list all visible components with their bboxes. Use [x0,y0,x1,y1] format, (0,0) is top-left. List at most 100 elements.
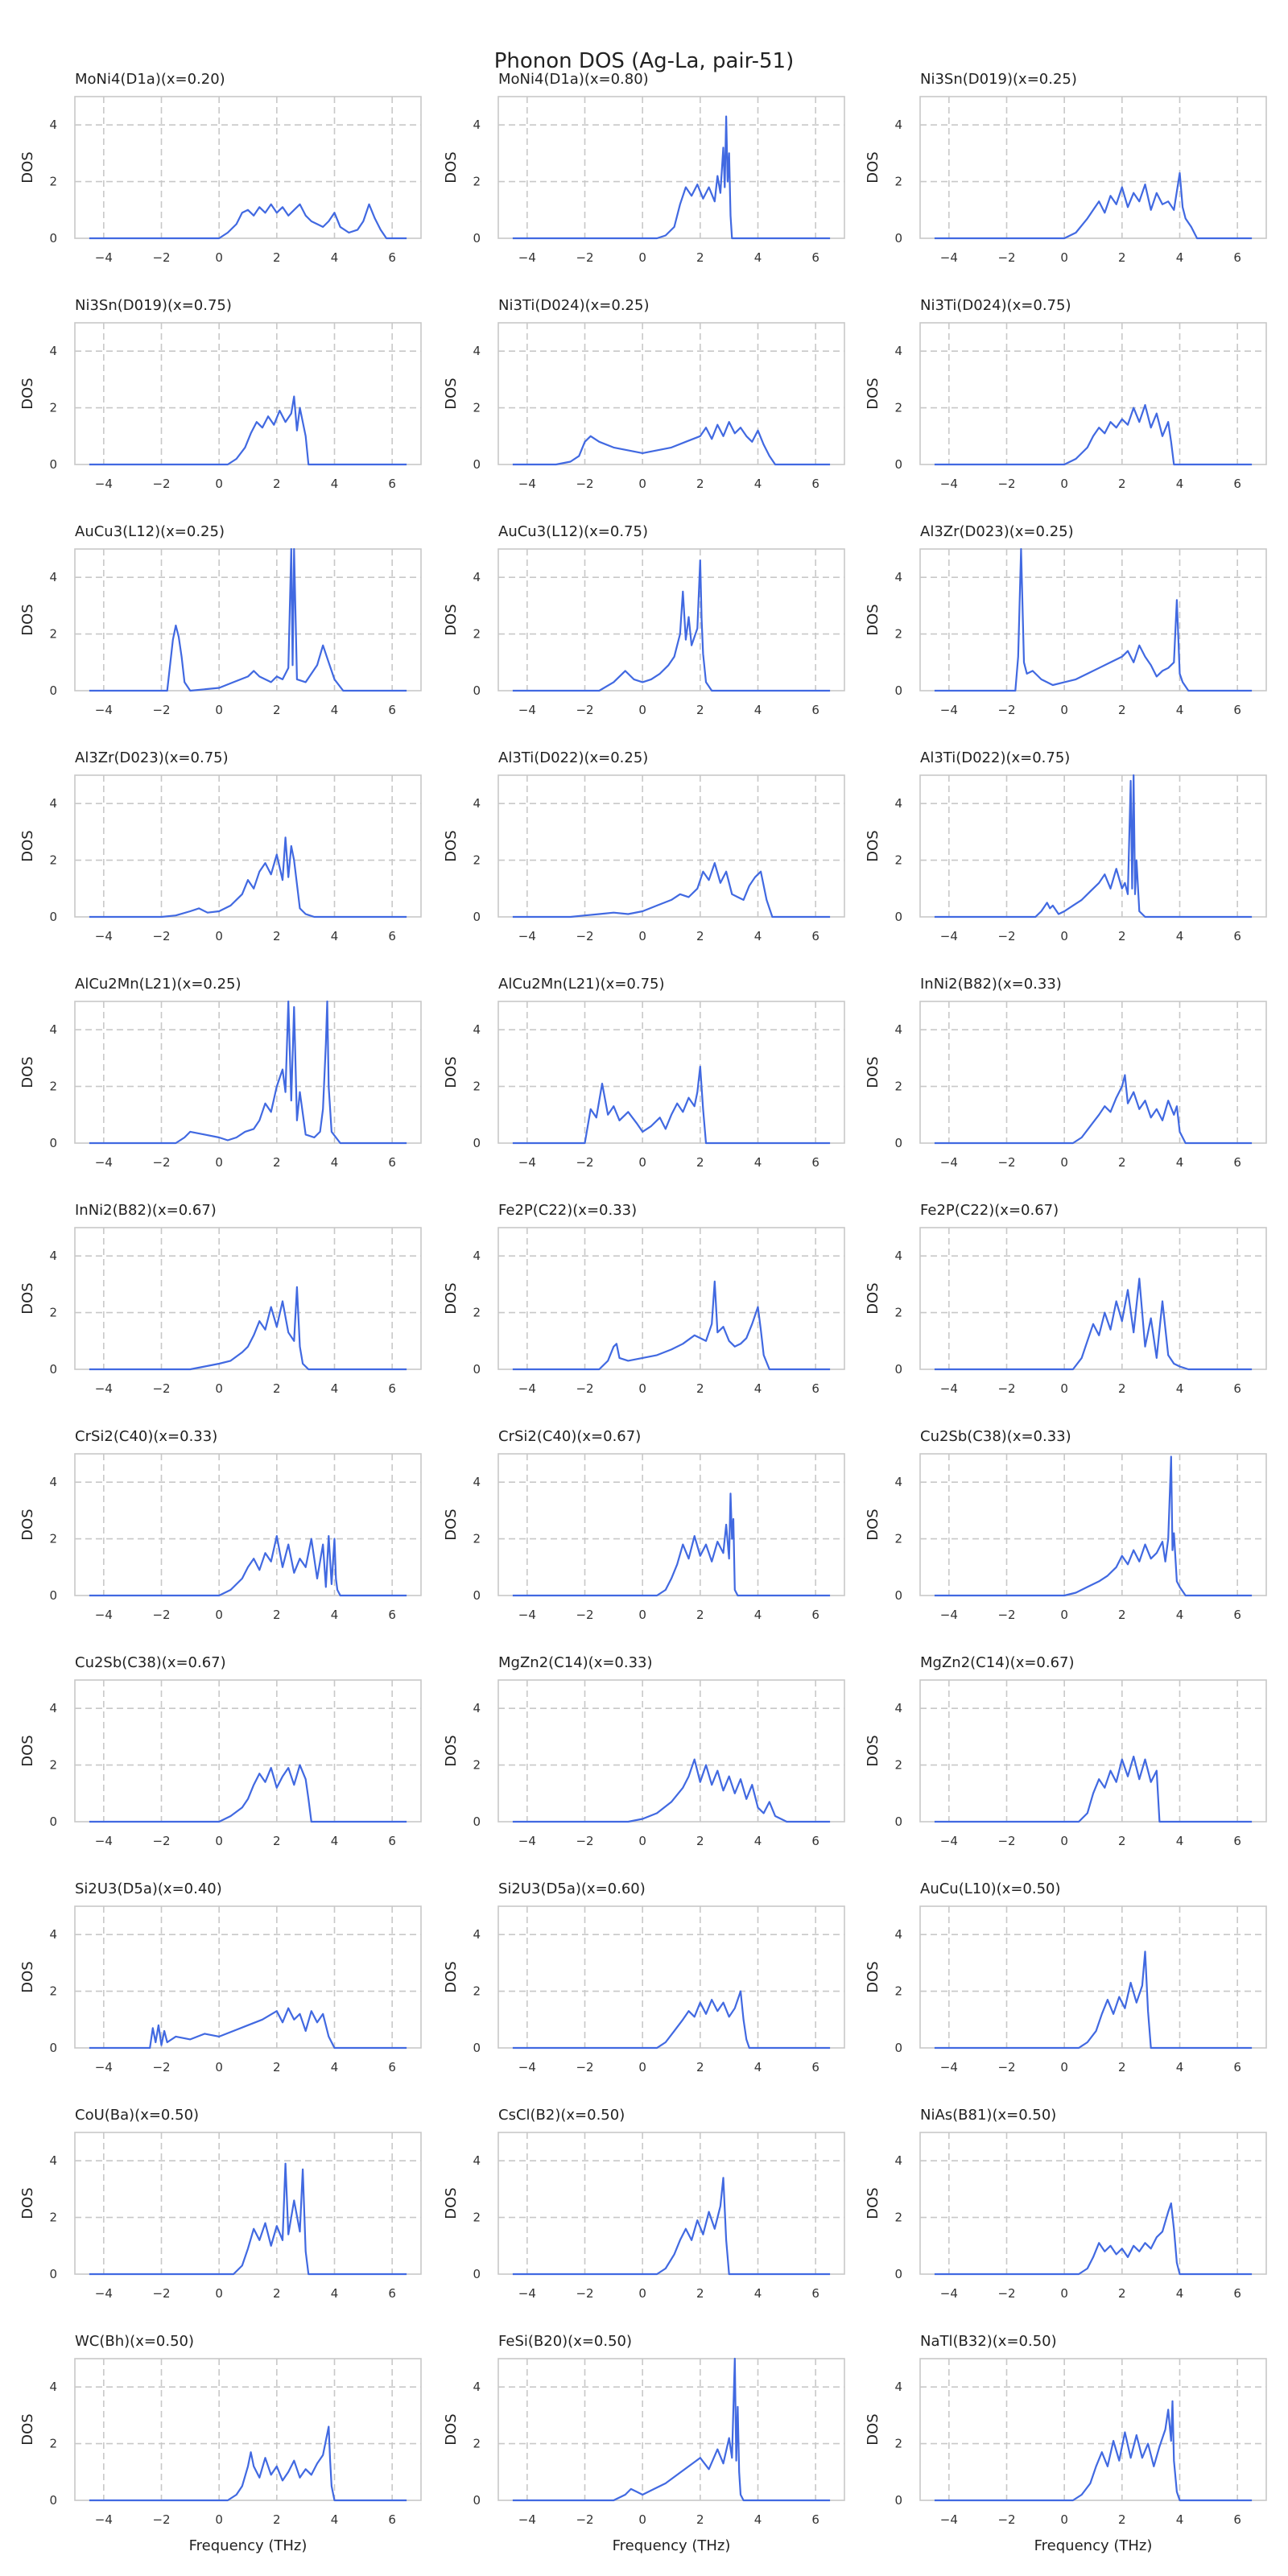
x-tick-label: 4 [754,703,762,717]
x-tick-label: 4 [1176,703,1184,717]
y-tick-label: 0 [473,457,481,472]
dos-curve [934,2400,1253,2502]
y-tick-label: 4 [473,796,481,811]
y-tick-label: 4 [894,1022,902,1037]
subplot-title: AlCu2Mn(L21)(x=0.75) [498,976,665,993]
x-tick-label: −2 [152,477,170,491]
y-tick-label: 4 [894,570,902,584]
x-tick-label: 2 [1118,1834,1126,1848]
plot-area [919,1905,1267,2049]
y-tick-label: 0 [473,2493,481,2508]
x-axis-label: Frequency (THz) [189,2537,308,2554]
dos-curve [89,1286,407,1371]
subplot-title: Si2U3(D5a)(x=0.60) [498,1880,646,1897]
y-tick-label: 2 [894,2211,902,2225]
dos-curve [89,2162,407,2276]
x-tick-label: 6 [1233,477,1241,491]
x-tick-label: −2 [152,1834,170,1848]
x-tick-label: −2 [997,1608,1015,1622]
x-tick-label: 6 [811,1608,819,1622]
x-tick-label: 4 [1176,2060,1184,2074]
subplot-21: Cu2Sb(C38)(x=0.33) −4 −2 0 2 4 6 0 2 4 DOS [865,1428,1267,1622]
plot-area [497,1679,845,1823]
x-tick-label: 0 [638,477,646,491]
x-axis-label: Frequency (THz) [613,2537,731,2554]
x-tick-label: 0 [215,1608,223,1622]
y-axis-label: DOS [19,1735,36,1766]
x-tick-label: 0 [215,2060,223,2074]
subplot-title: Al3Ti(D022)(x=0.25) [498,749,648,766]
x-tick-label: 2 [273,2060,281,2074]
x-tick-label: 6 [388,1381,396,1396]
x-tick-label: 6 [388,2060,396,2074]
x-tick-label: 6 [811,2060,819,2074]
x-tick-label: −4 [518,703,536,717]
subplot-title: NiAs(B81)(x=0.50) [920,2107,1056,2124]
subplot-title: WC(Bh)(x=0.50) [75,2333,194,2350]
subplot-title: Fe2P(C22)(x=0.67) [920,1202,1059,1219]
x-tick-label: 2 [1118,1155,1126,1170]
x-tick-label: 2 [1118,1608,1126,1622]
y-tick-label: 0 [49,1136,57,1150]
x-tick-label: −2 [997,1834,1015,1848]
plot-area [919,1453,1267,1596]
x-tick-label: 4 [754,1608,762,1622]
x-tick-label: 2 [273,250,281,265]
subplot-title: AlCu2Mn(L21)(x=0.25) [75,976,242,993]
y-tick-label: 2 [894,401,902,415]
dos-curve [89,203,407,240]
subplot-22: Cu2Sb(C38)(x=0.67) −4 −2 0 2 4 6 0 2 4 DOS [19,1654,422,1848]
y-tick-label: 4 [894,344,902,358]
y-axis-label: DOS [865,1509,881,1540]
y-tick-label: 4 [473,1475,481,1489]
x-tick-label: 6 [1233,1155,1241,1170]
x-tick-label: 2 [1118,477,1126,491]
x-tick-label: 6 [811,929,819,943]
x-tick-label: 4 [1176,2512,1184,2527]
x-tick-label: 0 [1060,929,1068,943]
x-tick-label: 4 [754,1834,762,1848]
dos-curve [89,2007,407,2050]
subplot-12: Al3Ti(D022)(x=0.75) −4 −2 0 2 4 6 0 2 4 DOS [865,749,1267,943]
subplot-7: AuCu3(L12)(x=0.25) −4 −2 0 2 4 6 0 2 4 DOS [19,523,422,717]
y-axis-label: DOS [443,1509,460,1540]
x-tick-label: −4 [95,477,113,491]
subplot-title: AuCu3(L12)(x=0.25) [75,523,225,540]
y-axis-label: DOS [865,604,881,635]
y-tick-label: 2 [49,1984,57,1999]
subplot-30: NiAs(B81)(x=0.50) −4 −2 0 2 4 6 0 2 4 DOS [865,2107,1267,2301]
x-tick-label: 2 [273,703,281,717]
subplot-27: AuCu(L10)(x=0.50) −4 −2 0 2 4 6 0 2 4 DOS [865,1880,1267,2074]
y-tick-label: 0 [894,1588,902,1603]
dos-curve [512,1280,831,1371]
x-tick-label: 6 [388,477,396,491]
y-tick-label: 0 [894,231,902,246]
x-tick-label: −4 [518,250,536,265]
plot-area [497,2132,845,2275]
x-tick-label: −4 [95,2512,113,2527]
y-tick-label: 2 [894,627,902,642]
dos-curve [512,861,831,919]
y-axis-label: DOS [19,1509,36,1540]
x-tick-label: 2 [1118,2286,1126,2301]
x-tick-label: 0 [638,2286,646,2301]
subplot-28: CoU(Ba)(x=0.50) −4 −2 0 2 4 6 0 2 4 DOS [19,2107,422,2301]
y-tick-label: 4 [473,1022,481,1037]
y-tick-label: 2 [49,1080,57,1094]
subplot-23: MgZn2(C14)(x=0.33) −4 −2 0 2 4 6 0 2 4 DOS [443,1654,845,1848]
plot-area [74,2358,422,2501]
y-axis-label: DOS [865,1735,881,1766]
x-tick-label: −4 [940,2060,958,2074]
y-tick-label: 4 [49,2380,57,2394]
x-tick-label: −2 [152,2512,170,2527]
subplot-title: InNi2(B82)(x=0.67) [75,1202,217,1219]
x-tick-label: 2 [696,1381,704,1396]
y-axis-label: DOS [19,1056,36,1088]
x-tick-label: 6 [811,250,819,265]
plot-area [497,1001,845,1144]
x-tick-label: −4 [940,477,958,491]
x-tick-label: −4 [518,477,536,491]
x-tick-label: 0 [1060,2512,1068,2527]
y-tick-label: 0 [473,1362,481,1377]
